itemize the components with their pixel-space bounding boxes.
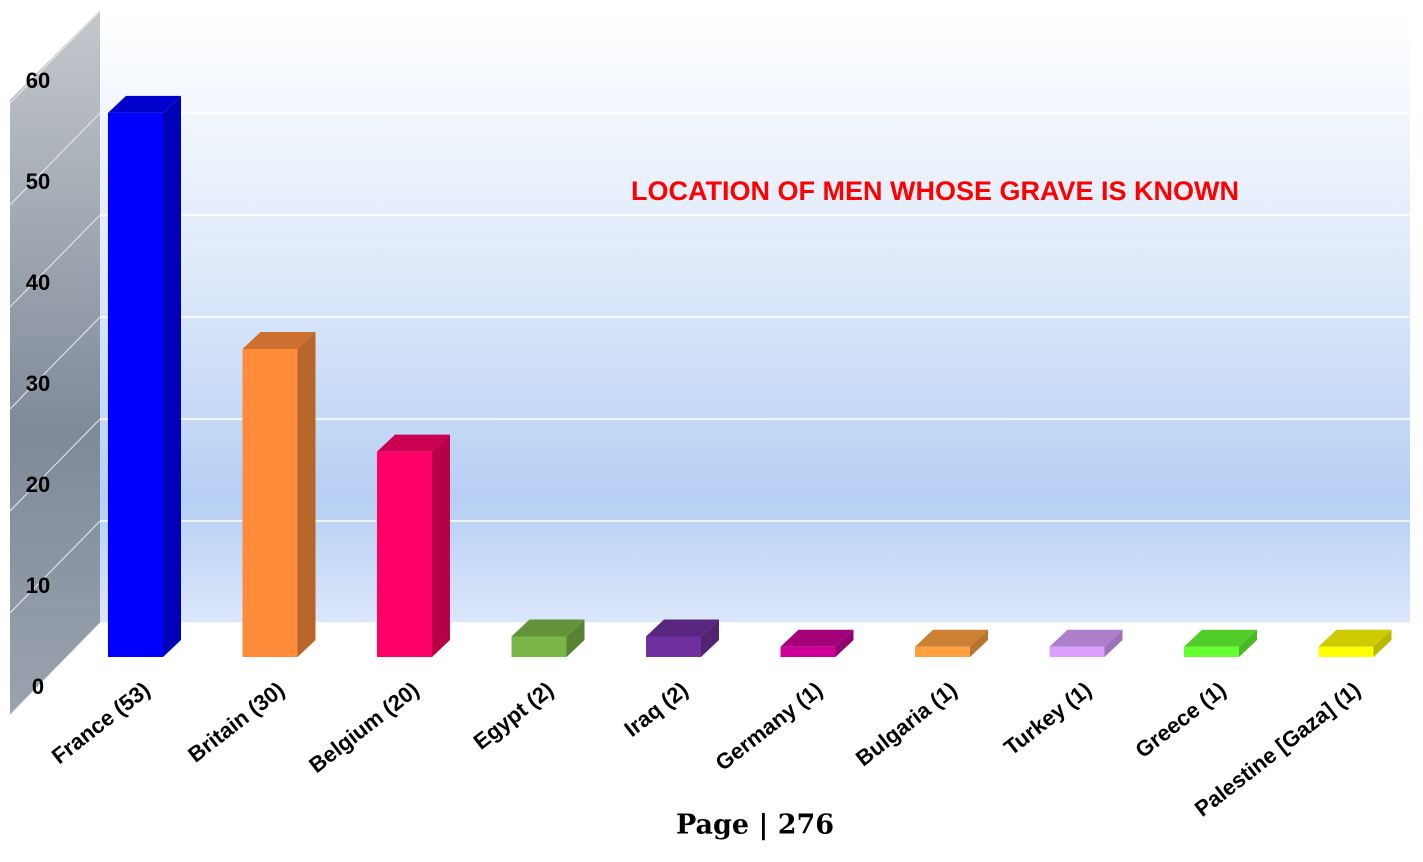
x-tick-label: Bulgaria (1) [851, 677, 962, 771]
x-tick-label: Germany (1) [711, 677, 828, 776]
side-grid-line [9, 520, 101, 614]
bar-side [1373, 629, 1392, 657]
chart-title: LOCATION OF MEN WHOSE GRAVE IS KNOWN [631, 176, 1239, 206]
y-tick-label: 40 [26, 270, 50, 295]
x-tick-label: Egypt (2) [469, 677, 559, 755]
bar [1049, 646, 1105, 657]
bar-top [1318, 629, 1392, 647]
bar [377, 451, 432, 657]
x-tick-label: Britain (30) [183, 677, 289, 767]
page-footer: Page | 276 [676, 810, 834, 841]
y-tick-label: 0 [32, 674, 44, 699]
bar-top [780, 629, 854, 647]
bar-side [970, 629, 988, 657]
bar-side [1104, 629, 1123, 657]
side-grid-line [9, 112, 101, 206]
bar-side [701, 619, 719, 657]
bar [1184, 646, 1239, 657]
bar [915, 646, 970, 657]
y-tick-label: 60 [26, 68, 50, 93]
x-tick-label: Turkey (1) [999, 677, 1096, 760]
bar-top [915, 629, 988, 647]
bar-top [511, 619, 585, 637]
x-tick-label: France (53) [47, 677, 155, 769]
bar-top [242, 332, 316, 349]
bar-side [835, 629, 854, 657]
bar-top [1049, 629, 1123, 647]
bar-side [432, 434, 450, 657]
x-tick-label: Belgium (20) [304, 677, 423, 778]
side-grid-line [9, 622, 101, 716]
bar [646, 636, 701, 657]
bar [1318, 646, 1374, 657]
bar [780, 646, 836, 657]
side-grid-line [9, 10, 101, 104]
bar-top [108, 95, 181, 113]
bar-side [566, 619, 585, 657]
x-tick-label: Greece (1) [1130, 677, 1230, 763]
y-tick-label: 10 [26, 573, 50, 598]
bar [242, 349, 298, 657]
bar-side [163, 95, 181, 657]
x-tick-label: Iraq (2) [619, 677, 692, 742]
y-tick-label: 20 [26, 472, 50, 497]
bar-top [1184, 629, 1257, 647]
bar-top [646, 619, 719, 637]
bar-side [297, 332, 316, 657]
bar [108, 112, 163, 657]
y-tick-label: 50 [26, 169, 50, 194]
bar [511, 636, 567, 657]
side-grid-line [9, 418, 101, 512]
bar-side [1239, 629, 1257, 657]
bar-top [377, 434, 450, 452]
y-tick-label: 30 [26, 371, 50, 396]
side-grid-line [9, 214, 101, 308]
side-grid-line [9, 316, 101, 410]
